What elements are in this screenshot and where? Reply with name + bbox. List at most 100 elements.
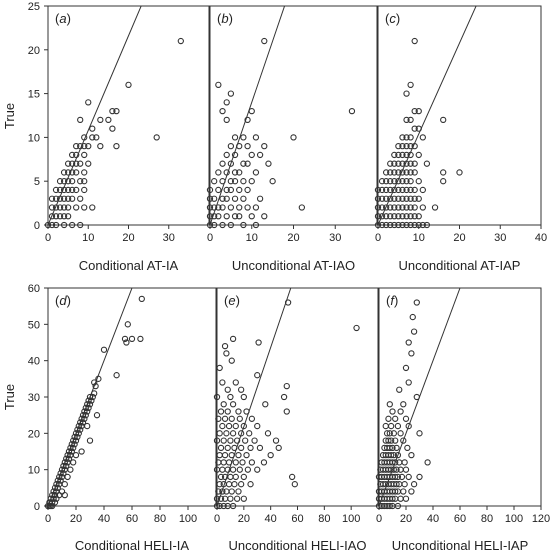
panel-a: 0 10 20 30 0 5 10 15 20 25 (a) Conditional AT-IA bbox=[28, 1, 210, 273]
data-point bbox=[248, 151, 255, 159]
data-point bbox=[219, 160, 226, 167]
data-point bbox=[56, 213, 64, 220]
data-point bbox=[67, 466, 74, 473]
data-point bbox=[229, 502, 237, 510]
data-point bbox=[399, 134, 406, 141]
data-point bbox=[64, 160, 72, 167]
data-point bbox=[124, 321, 131, 328]
data-point bbox=[390, 430, 397, 437]
data-point bbox=[223, 99, 230, 106]
data-point bbox=[403, 186, 410, 194]
data-point bbox=[415, 125, 422, 132]
data-point bbox=[51, 499, 59, 506]
data-point bbox=[392, 488, 399, 495]
data-point bbox=[236, 213, 243, 220]
data-point bbox=[411, 169, 418, 176]
data-point bbox=[275, 444, 282, 452]
data-point bbox=[398, 473, 406, 481]
data-point bbox=[71, 433, 78, 441]
x-tick-label: 40 bbox=[535, 232, 547, 244]
data-point bbox=[81, 186, 88, 194]
data-point bbox=[407, 160, 414, 167]
x-tick-label: 20 bbox=[238, 513, 250, 525]
data-point bbox=[248, 415, 256, 422]
data-point bbox=[387, 451, 395, 459]
data-point bbox=[206, 195, 214, 202]
data-point bbox=[93, 412, 101, 419]
data-point bbox=[233, 495, 241, 502]
data-point bbox=[82, 404, 89, 412]
data-point bbox=[391, 213, 398, 220]
data-point bbox=[223, 350, 230, 357]
data-point bbox=[61, 491, 68, 499]
x-tick-label: 60 bbox=[291, 513, 303, 525]
data-point bbox=[399, 186, 406, 194]
data-point bbox=[77, 178, 84, 185]
x-tick-label: 10 bbox=[246, 232, 258, 244]
data-point bbox=[386, 502, 393, 510]
data-point bbox=[407, 195, 414, 202]
data-point bbox=[77, 116, 84, 124]
data-point bbox=[424, 459, 431, 466]
data-point bbox=[213, 393, 221, 401]
data-point bbox=[61, 481, 68, 488]
data-point bbox=[395, 160, 402, 167]
data-point bbox=[400, 437, 407, 444]
data-point bbox=[247, 481, 254, 488]
data-point bbox=[283, 382, 290, 390]
data-point bbox=[56, 204, 64, 211]
x-tick-label: 30 bbox=[329, 232, 341, 244]
data-point bbox=[403, 195, 410, 202]
data-point bbox=[225, 481, 233, 488]
data-point bbox=[407, 178, 414, 185]
data-point bbox=[69, 186, 76, 194]
data-point bbox=[399, 143, 406, 150]
data-point bbox=[56, 186, 64, 194]
data-point bbox=[394, 502, 402, 510]
data-point bbox=[51, 491, 59, 499]
data-point bbox=[405, 339, 412, 346]
data-point bbox=[410, 481, 418, 488]
x-tick-label: 80 bbox=[154, 513, 166, 525]
data-point bbox=[419, 134, 426, 141]
data-point bbox=[215, 204, 222, 211]
x-axis-label: Unconditional HELI-IAP bbox=[392, 538, 529, 553]
data-point bbox=[423, 221, 431, 229]
data-point bbox=[85, 160, 92, 167]
data-point bbox=[391, 169, 398, 176]
data-point bbox=[220, 401, 227, 408]
data-point bbox=[254, 466, 261, 473]
x-tick-label: 40 bbox=[265, 513, 277, 525]
data-point bbox=[389, 495, 396, 502]
data-point bbox=[391, 178, 398, 185]
data-point bbox=[92, 382, 99, 390]
data-point bbox=[215, 169, 222, 176]
data-point bbox=[389, 408, 396, 415]
data-point bbox=[244, 160, 251, 167]
data-point bbox=[69, 160, 76, 167]
data-point bbox=[60, 462, 67, 470]
data-point bbox=[225, 422, 233, 430]
data-point bbox=[229, 335, 237, 343]
data-point bbox=[48, 213, 56, 220]
x-tick-label: 40 bbox=[98, 513, 110, 525]
x-tick-label: 0 bbox=[45, 513, 51, 525]
data-point bbox=[242, 437, 249, 444]
data-point bbox=[386, 444, 393, 452]
data-point bbox=[402, 466, 410, 473]
data-point bbox=[407, 134, 414, 141]
data-point bbox=[211, 204, 218, 211]
data-point bbox=[248, 107, 255, 115]
data-point bbox=[85, 404, 92, 412]
data-point bbox=[265, 160, 272, 167]
x-axis-label: Conditional HELI-IA bbox=[75, 538, 189, 553]
data-point bbox=[378, 186, 386, 194]
panel-label: (d) bbox=[55, 293, 71, 308]
data-point bbox=[237, 430, 245, 437]
data-point bbox=[231, 213, 239, 220]
data-point bbox=[236, 466, 243, 473]
data-point bbox=[52, 221, 60, 229]
data-point bbox=[227, 160, 235, 167]
data-point bbox=[56, 178, 64, 185]
data-point bbox=[392, 415, 399, 422]
